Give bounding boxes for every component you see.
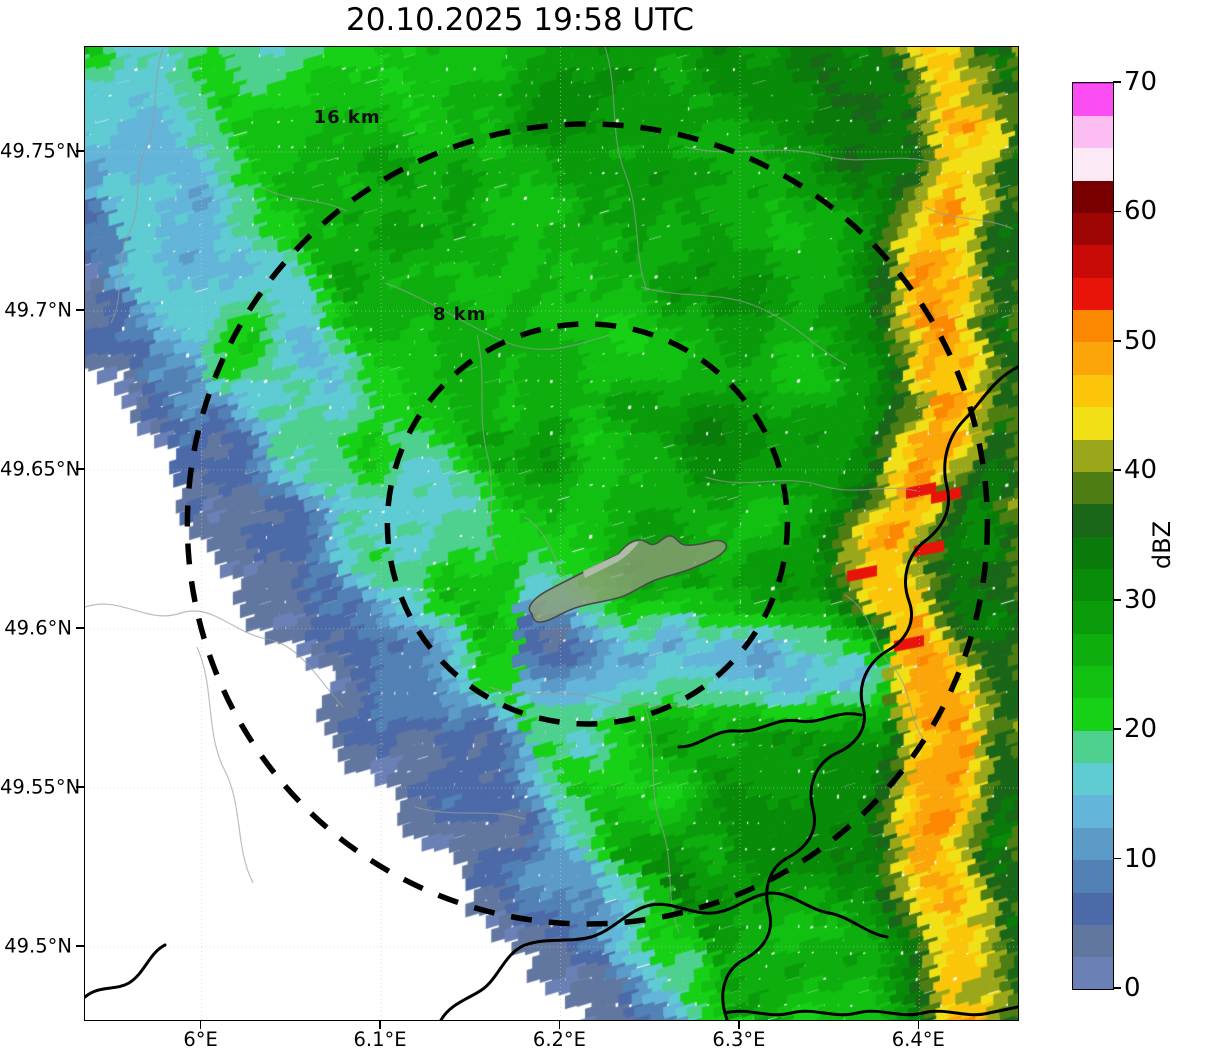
colorbar-band-21 — [1073, 277, 1113, 311]
colorbar-band-18 — [1073, 374, 1113, 408]
range-ring-label-8km: 8 km — [433, 303, 487, 325]
river-line — [844, 594, 926, 742]
radar-map[interactable]: 16 km 8 km — [84, 46, 1019, 1021]
national-border — [769, 891, 889, 939]
y-tick-label-0: 49.75°N — [0, 139, 81, 163]
national-border — [677, 712, 863, 749]
colorbar-band-4 — [1073, 827, 1113, 861]
national-border — [723, 1005, 1018, 1017]
colorbar-band-2 — [1073, 891, 1113, 925]
x-tick-mark — [199, 1021, 202, 1029]
national-border — [439, 891, 773, 1020]
x-tick-mark — [558, 1021, 561, 1029]
range-ring-8km — [384, 321, 791, 727]
y-tick-mark — [76, 468, 84, 470]
colorbar-band-27 — [1073, 83, 1113, 116]
colorbar-band-23 — [1073, 212, 1113, 246]
colorbar-band-7 — [1073, 730, 1113, 764]
colorbar-tick-mark — [1113, 469, 1121, 472]
colorbar-band-3 — [1073, 859, 1113, 893]
colorbar-band-6 — [1073, 762, 1113, 796]
river-line — [604, 47, 648, 292]
colorbar-band-14 — [1073, 503, 1113, 537]
colorbar-band-5 — [1073, 794, 1113, 828]
y-tick-label-4: 49.55°N — [0, 775, 81, 799]
river-line — [260, 186, 348, 212]
colorbar-tick-mark — [1113, 728, 1121, 730]
national-border — [85, 943, 167, 999]
colorbar-band-16 — [1073, 438, 1113, 472]
y-tick-label-2: 49.65°N — [0, 457, 81, 481]
radar-reflectivity-canvas — [85, 47, 1018, 1020]
river-line — [384, 282, 610, 350]
colorbar-band-22 — [1073, 244, 1113, 278]
colorbar-band-17 — [1073, 406, 1113, 440]
river-line — [704, 476, 918, 492]
x-tick-label-3: 6.3°E — [712, 1028, 766, 1051]
colorbar-tick-label-1: 10 — [1124, 843, 1158, 874]
colorbar-band-1 — [1073, 924, 1113, 958]
x-tick-label-2: 6.2°E — [532, 1028, 587, 1051]
colorbar-band-8 — [1073, 697, 1113, 731]
colorbar-band-0 — [1073, 956, 1113, 989]
x-tick-mark — [379, 1021, 381, 1029]
y-tick-mark — [76, 786, 84, 788]
colorbar-title: dBZ — [1148, 520, 1176, 570]
colorbar-band-24 — [1073, 180, 1113, 214]
river-line — [110, 47, 164, 324]
y-tick-mark — [76, 309, 84, 311]
colorbar-band-15 — [1073, 471, 1113, 505]
colorbar-tick-label-0: 0 — [1124, 973, 1141, 1003]
colorbar-tick-label-6: 60 — [1124, 196, 1158, 227]
range-ring-16km — [184, 121, 991, 927]
colorbar-tick-label-4: 40 — [1124, 455, 1158, 486]
river-line — [196, 646, 254, 884]
x-tick-label-1: 6.1°E — [353, 1028, 407, 1051]
colorbar-tick-label-7: 70 — [1124, 67, 1158, 97]
y-tick-mark — [76, 945, 84, 947]
y-tick-label-1: 49.7°N — [4, 298, 72, 322]
map-overlay — [85, 47, 1018, 1020]
colorbar-band-12 — [1073, 568, 1113, 602]
colorbar-tick-mark — [1113, 987, 1121, 989]
colorbar-tick-mark — [1113, 81, 1121, 83]
colorbar-tick-mark — [1113, 210, 1121, 213]
x-tick-mark — [917, 1021, 920, 1029]
colorbar-tick-mark — [1113, 340, 1121, 342]
colorbar-band-20 — [1073, 309, 1113, 343]
x-tick-mark — [738, 1021, 740, 1029]
river-line — [476, 334, 498, 562]
colorbar-tick-label-2: 20 — [1124, 714, 1158, 745]
river-line — [644, 706, 680, 934]
colorbar-tick-mark — [1113, 598, 1121, 601]
range-ring-label-16km: 16 km — [313, 107, 381, 129]
colorbar-band-26 — [1073, 115, 1113, 149]
y-tick-mark — [76, 627, 84, 629]
colorbar-tick-label-3: 30 — [1124, 584, 1158, 615]
y-tick-label-5: 49.5°N — [4, 934, 72, 958]
page-title: 20.10.2025 19:58 UTC — [346, 2, 694, 38]
colorbar-band-28 — [1073, 83, 1113, 84]
colorbar[interactable] — [1072, 82, 1114, 990]
lake-inner-light — [583, 541, 639, 578]
colorbar-tick-label-5: 50 — [1124, 325, 1158, 356]
colorbar-band-19 — [1073, 341, 1113, 375]
river-line — [640, 286, 848, 366]
y-tick-mark — [76, 150, 84, 152]
x-tick-label-4: 6.4°E — [891, 1028, 945, 1051]
colorbar-band-9 — [1073, 665, 1113, 699]
colorbar-band-10 — [1073, 633, 1113, 667]
colorbar-tick-mark — [1113, 857, 1121, 860]
river-line — [924, 206, 1014, 230]
colorbar-band-25 — [1073, 147, 1113, 181]
y-tick-label-3: 49.6°N — [4, 616, 72, 640]
river-line — [85, 603, 344, 708]
colorbar-band-13 — [1073, 536, 1113, 569]
national-border — [721, 365, 1018, 1020]
colorbar-band-11 — [1073, 600, 1113, 634]
x-tick-label-0: 6°E — [183, 1028, 218, 1051]
river-line — [414, 806, 526, 820]
